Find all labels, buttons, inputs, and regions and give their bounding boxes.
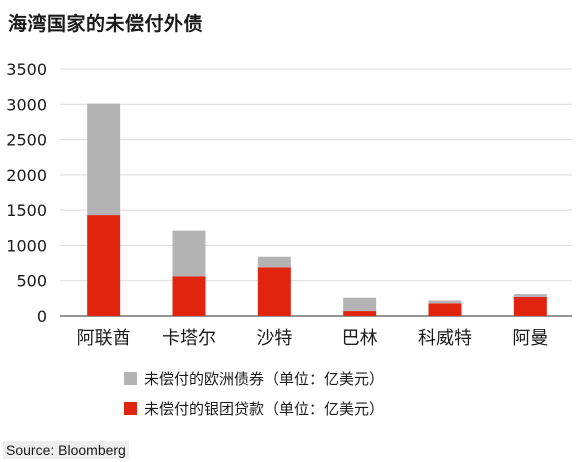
y-tick-label: 2000 <box>6 166 47 185</box>
bar-segment <box>343 297 377 312</box>
legend-label: 未偿付的欧洲债券（单位：亿美元） <box>144 370 384 388</box>
y-tick-label: 500 <box>16 272 47 291</box>
bar-segment <box>257 267 291 316</box>
bar-group <box>87 103 547 316</box>
x-tick-label: 沙特 <box>256 328 292 349</box>
y-tick-label: 3000 <box>6 95 47 114</box>
x-tick-label: 阿联酋 <box>77 328 131 349</box>
x-tick-labels: 阿联酋 卡塔尔 沙特 巴林 科威特 阿曼 <box>77 328 549 349</box>
bar-segment <box>343 311 377 316</box>
chart-title: 海湾国家的未偿付外债 <box>8 13 204 35</box>
bar-segment <box>87 103 121 216</box>
bar-segment <box>87 215 121 316</box>
gridlines <box>60 68 572 317</box>
bar-segment <box>513 294 547 297</box>
bar-segment <box>513 296 547 316</box>
y-tick-label: 0 <box>37 307 47 326</box>
y-tick-label: 1500 <box>6 201 47 220</box>
source-note: Source: Bloomberg <box>3 441 129 459</box>
y-tick-labels: 0 500 1000 1500 2000 2500 3000 3500 <box>6 60 47 326</box>
x-tick-label: 阿曼 <box>512 328 548 349</box>
legend-swatch <box>124 372 137 385</box>
x-tick-label: 巴林 <box>342 328 378 349</box>
x-tick-label: 卡塔尔 <box>162 328 216 349</box>
y-tick-label: 3500 <box>6 60 47 79</box>
bar-segment <box>428 303 462 316</box>
y-tick-label: 2500 <box>6 131 47 150</box>
legend-swatch <box>124 402 137 415</box>
x-tick-label: 科威特 <box>418 328 472 349</box>
legend: 未偿付的欧洲债券（单位：亿美元） 未偿付的银团贷款（单位：亿美元） <box>124 370 384 418</box>
y-tick-label: 1000 <box>6 236 47 255</box>
bar-segment <box>428 300 462 304</box>
bar-segment <box>172 276 206 316</box>
legend-label: 未偿付的银团贷款（单位：亿美元） <box>144 400 384 418</box>
bar-segment <box>257 256 291 268</box>
bar-segment <box>172 230 206 277</box>
